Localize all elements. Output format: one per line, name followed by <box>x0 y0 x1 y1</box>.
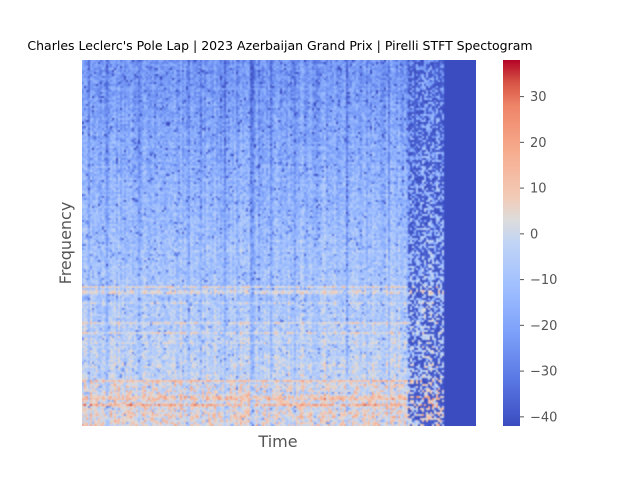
colorbar-tick-label: 20 <box>530 136 547 151</box>
colorbar-tick-label: 0 <box>530 227 538 242</box>
colorbar <box>503 60 520 426</box>
chart-title: Charles Leclerc's Pole Lap | 2023 Azerba… <box>27 38 532 53</box>
colorbar-tick-label: 10 <box>530 182 547 197</box>
colorbar-tick-label: 30 <box>530 90 547 105</box>
colorbar-tick-label: −10 <box>530 273 557 288</box>
colorbar-tick-label: −30 <box>530 365 557 380</box>
y-axis-label: Frequency <box>56 202 75 285</box>
x-axis-label: Time <box>257 432 297 451</box>
spectrogram-image <box>82 60 476 426</box>
spectrogram-heatmap <box>82 60 476 426</box>
colorbar-tick-label: −20 <box>530 319 557 334</box>
colorbar-tick-label: −40 <box>530 410 557 425</box>
colorbar-ticks: 30 20 10 0 −10 −20 −30 −40 <box>520 90 557 425</box>
